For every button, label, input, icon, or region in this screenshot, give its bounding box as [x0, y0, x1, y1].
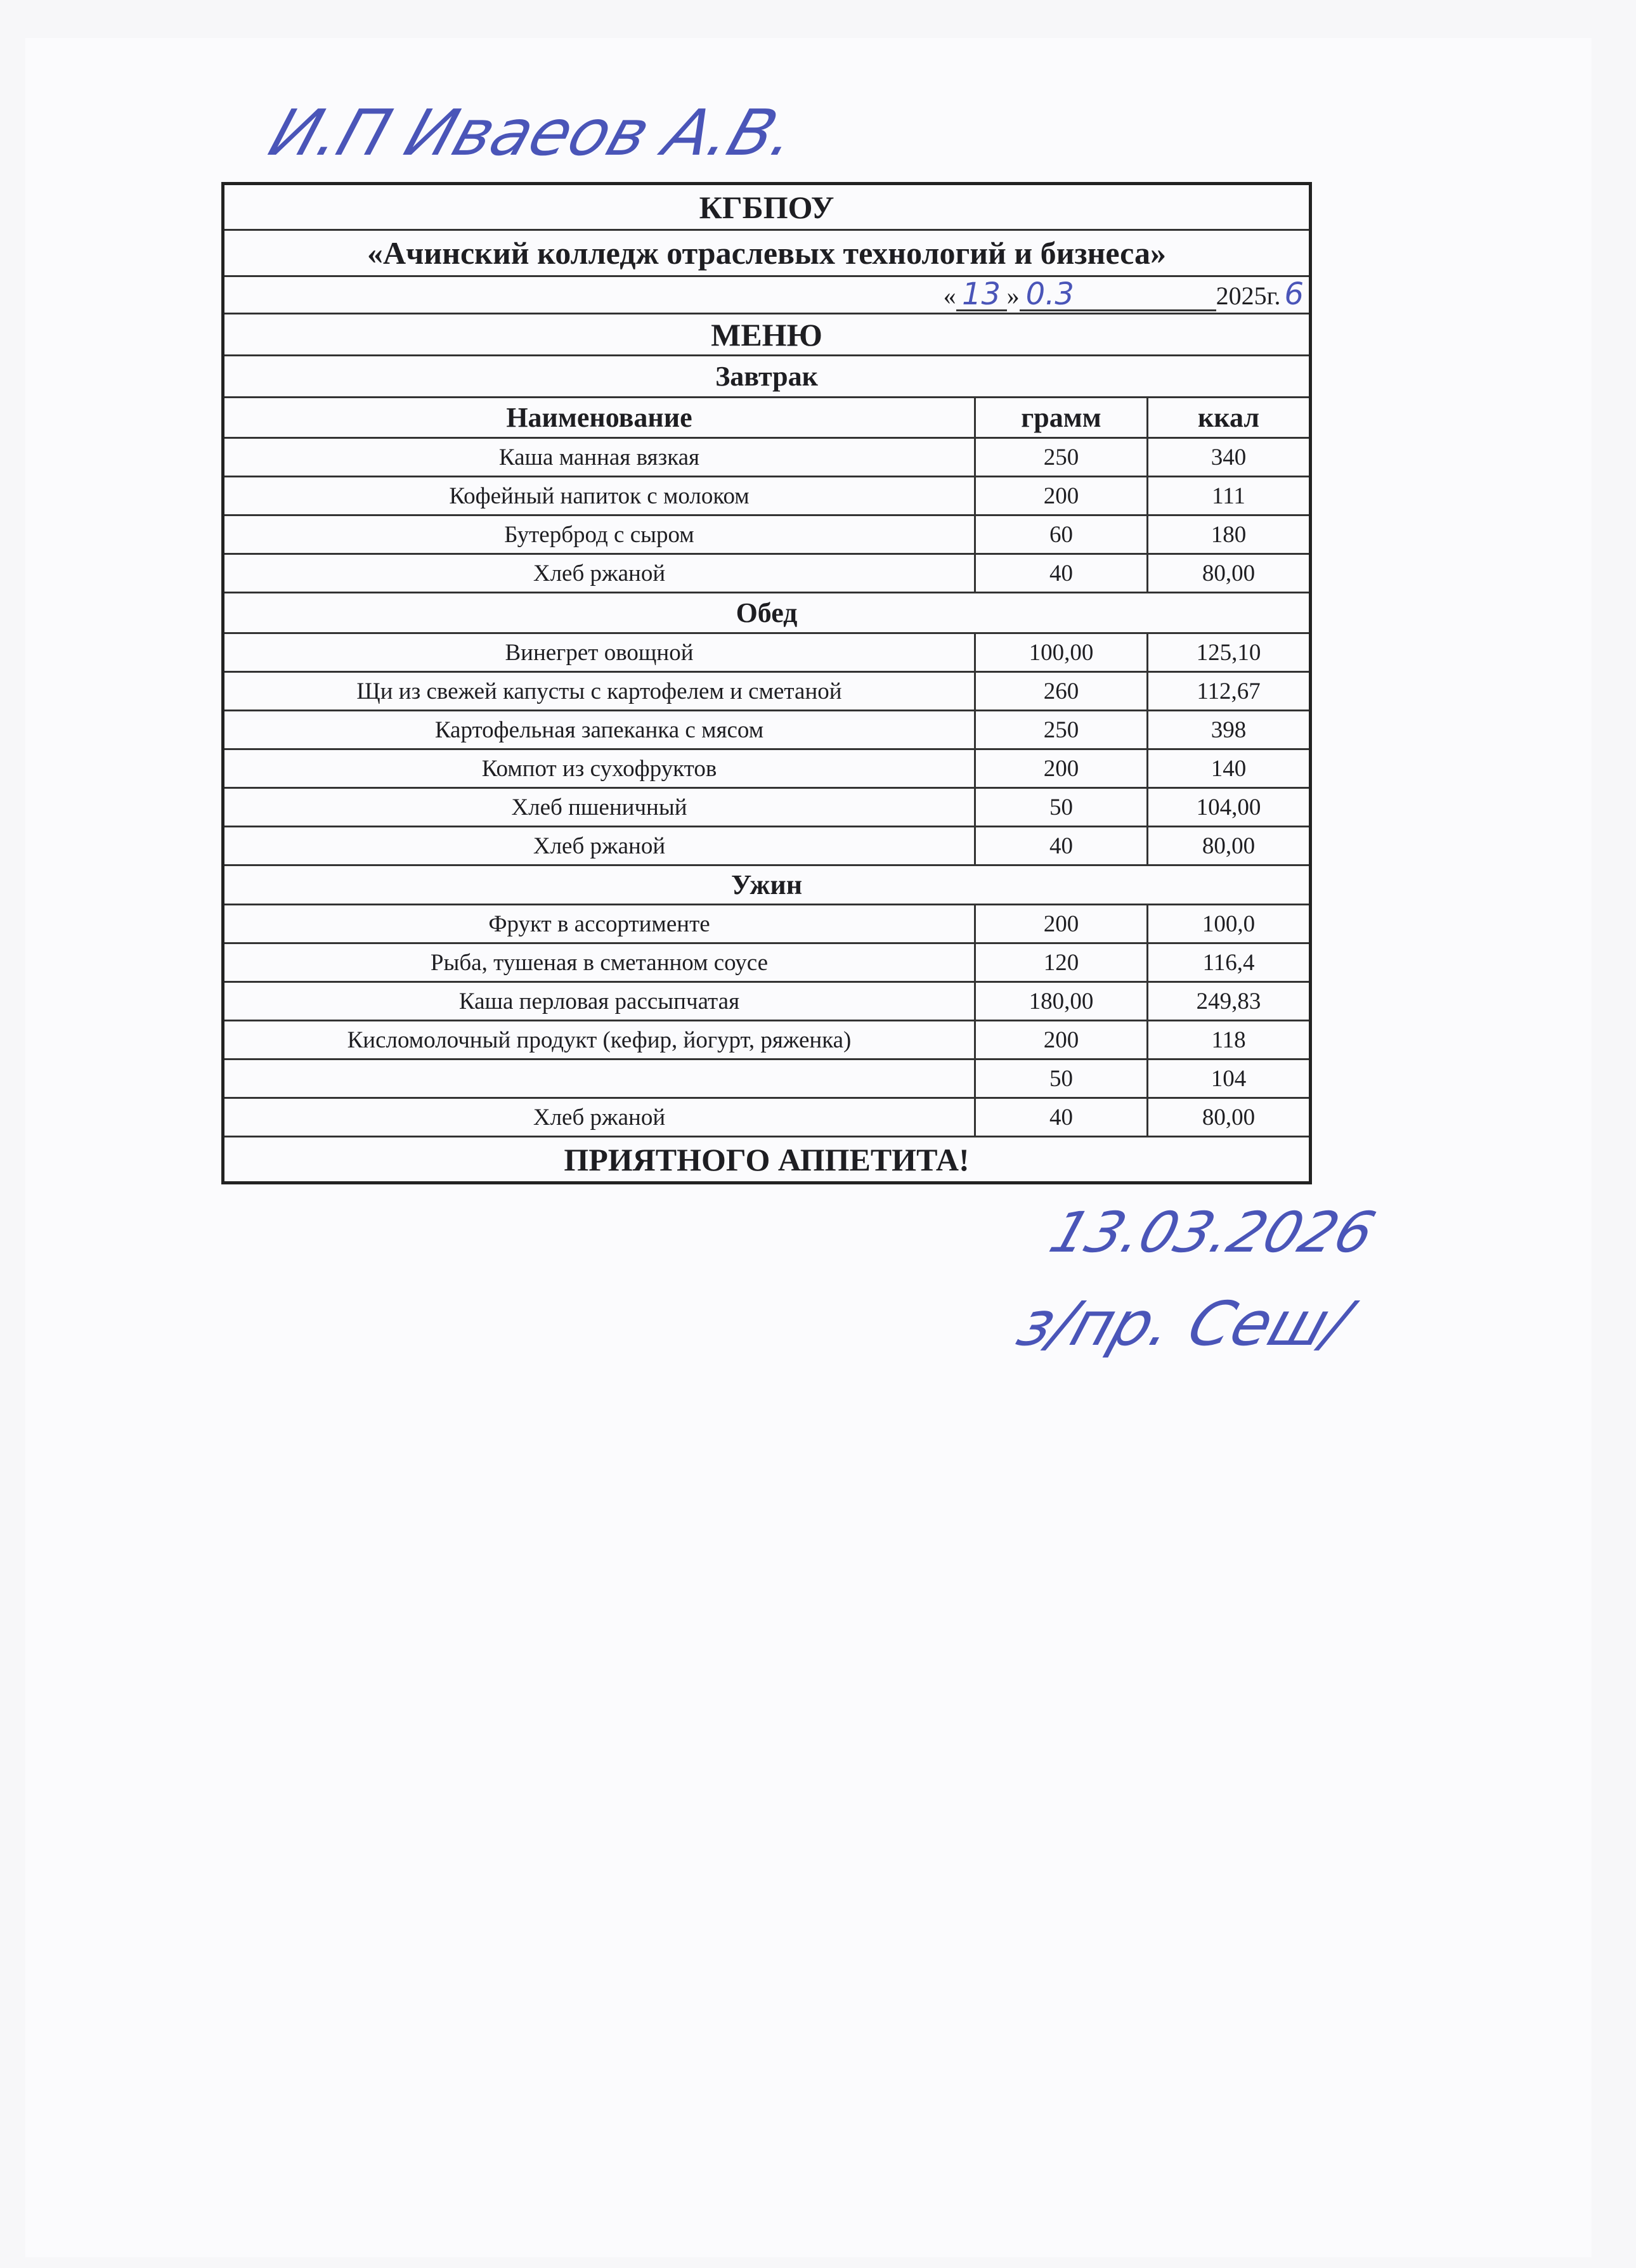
item-kcal: 104,00 [1146, 787, 1312, 827]
item-grams: 40 [974, 1097, 1148, 1137]
item-kcal: 80,00 [1146, 553, 1312, 593]
item-name: Хлеб ржаной [222, 1097, 976, 1137]
item-kcal: 100,0 [1146, 904, 1312, 944]
item-kcal: 116,4 [1146, 942, 1312, 983]
menu-item-row: Кисломолочный продукт (кефир, йогурт, ря… [222, 1020, 1312, 1060]
section-breakfast: Завтрак [221, 354, 1312, 398]
menu-item-row: Щи из свежей капусты с картофелем и смет… [222, 671, 1312, 711]
college-name: «Ачинский колледж отраслевых технологий … [221, 229, 1312, 277]
item-kcal: 398 [1146, 710, 1312, 750]
menu-item-row: 50 104 [222, 1058, 1312, 1099]
item-name [222, 1058, 976, 1099]
handwritten-bottom-signature: з/пр. Сеш/ [1009, 1288, 1359, 1359]
date-row: «13» 0.3 2025г. 6 [221, 275, 1312, 314]
date-close-quote: » [1006, 281, 1020, 310]
menu-item-row: Хлеб ржаной 40 80,00 [222, 553, 1312, 593]
item-kcal: 118 [1146, 1020, 1312, 1060]
item-grams: 100,00 [974, 632, 1148, 673]
item-grams: 200 [974, 1020, 1148, 1060]
item-kcal: 80,00 [1146, 826, 1312, 866]
item-grams: 250 [974, 437, 1148, 477]
item-name: Хлеб ржаной [222, 553, 976, 593]
date-month-blank: 0.3 [1019, 276, 1216, 312]
lunch-items: Винегрет овощной 100,00 125,10 Щи из свежей… [222, 632, 1312, 866]
item-grams: 200 [974, 748, 1148, 789]
column-header-grams: грамм [974, 396, 1148, 439]
item-grams: 260 [974, 671, 1148, 711]
item-name: Компот из сухофруктов [222, 748, 976, 789]
column-header-name: Наименование [222, 396, 976, 439]
menu-item-row: Хлеб пшеничный 50 104,00 [222, 787, 1312, 827]
section-dinner: Ужин [221, 864, 1312, 905]
item-name: Картофельная запеканка с мясом [222, 710, 976, 750]
breakfast-items: Каша манная вязкая 250 340 Кофейный напиток… [222, 437, 1312, 593]
item-name: Каша перловая рассыпчатая [222, 981, 976, 1021]
handwritten-year-correction: 6 [1284, 276, 1304, 312]
item-kcal: 140 [1146, 748, 1312, 789]
item-grams: 180,00 [974, 981, 1148, 1021]
item-name: Каша манная вязкая [222, 437, 976, 477]
menu-item-row: Хлеб ржаной 40 80,00 [222, 1097, 1312, 1137]
item-name: Щи из свежей капусты с картофелем и смет… [222, 671, 976, 711]
item-grams: 200 [974, 904, 1148, 944]
handwritten-bottom-date: 13.03.2026 [1042, 1200, 1383, 1265]
date-year: 2025г. [1216, 281, 1281, 310]
item-kcal: 104 [1146, 1058, 1312, 1099]
menu-item-row: Бутерброд с сыром 60 180 [222, 514, 1312, 555]
item-kcal: 112,67 [1146, 671, 1312, 711]
footer-greeting: ПРИЯТНОГО АППЕТИТА! [221, 1136, 1312, 1184]
item-kcal: 340 [1146, 437, 1312, 477]
item-name: Хлеб пшеничный [222, 787, 976, 827]
item-grams: 200 [974, 476, 1148, 516]
column-header-kcal: ккал [1146, 396, 1312, 439]
org-name: КГБПОУ [221, 183, 1312, 231]
item-grams: 50 [974, 1058, 1148, 1099]
item-kcal: 249,83 [1146, 981, 1312, 1021]
menu-item-row: Рыба, тушеная в сметанном соусе 120 116,4 [222, 942, 1312, 983]
section-lunch: Обед [221, 592, 1312, 634]
menu-item-row: Каша перловая рассыпчатая 180,00 249,83 [222, 981, 1312, 1021]
handwritten-month: 0.3 [1025, 276, 1074, 312]
date-day-blank: 13 [956, 279, 1007, 311]
item-grams: 40 [974, 826, 1148, 866]
item-name: Бутерброд с сыром [222, 514, 976, 555]
item-kcal: 80,00 [1146, 1097, 1312, 1137]
menu-item-row: Картофельная запеканка с мясом 250 398 [222, 710, 1312, 750]
item-name: Хлеб ржаной [222, 826, 976, 866]
item-grams: 120 [974, 942, 1148, 983]
handwritten-day: 13 [962, 276, 1001, 312]
menu-item-row: Каша манная вязкая 250 340 [222, 437, 1312, 477]
item-name: Кофейный напиток с молоком [222, 476, 976, 516]
menu-title: МЕНЮ [221, 313, 1312, 356]
menu-item-row: Компот из сухофруктов 200 140 [222, 748, 1312, 789]
item-kcal: 125,10 [1146, 632, 1312, 673]
menu-item-row: Фрукт в ассортименте 200 100,0 [222, 904, 1312, 944]
item-name: Кисломолочный продукт (кефир, йогурт, ря… [222, 1020, 976, 1060]
handwritten-note-top: И.П Иваеов А.В. [261, 96, 807, 170]
dinner-items: Фрукт в ассортименте 200 100,0 Рыба, тушена… [222, 904, 1312, 1137]
item-grams: 250 [974, 710, 1148, 750]
menu-table: КГБПОУ «Ачинский колледж отраслевых техн… [221, 182, 1313, 1184]
menu-item-row: Винегрет овощной 100,00 125,10 [222, 632, 1312, 673]
menu-item-row: Кофейный напиток с молоком 200 111 [222, 476, 1312, 516]
item-kcal: 180 [1146, 514, 1312, 555]
item-kcal: 111 [1146, 476, 1312, 516]
date-open-quote: « [943, 281, 956, 310]
item-grams: 40 [974, 553, 1148, 593]
menu-item-row: Хлеб ржаной 40 80,00 [222, 826, 1312, 866]
item-name: Рыба, тушеная в сметанном соусе [222, 942, 976, 983]
item-grams: 50 [974, 787, 1148, 827]
item-name: Фрукт в ассортименте [222, 904, 976, 944]
item-grams: 60 [974, 514, 1148, 555]
item-name: Винегрет овощной [222, 632, 976, 673]
